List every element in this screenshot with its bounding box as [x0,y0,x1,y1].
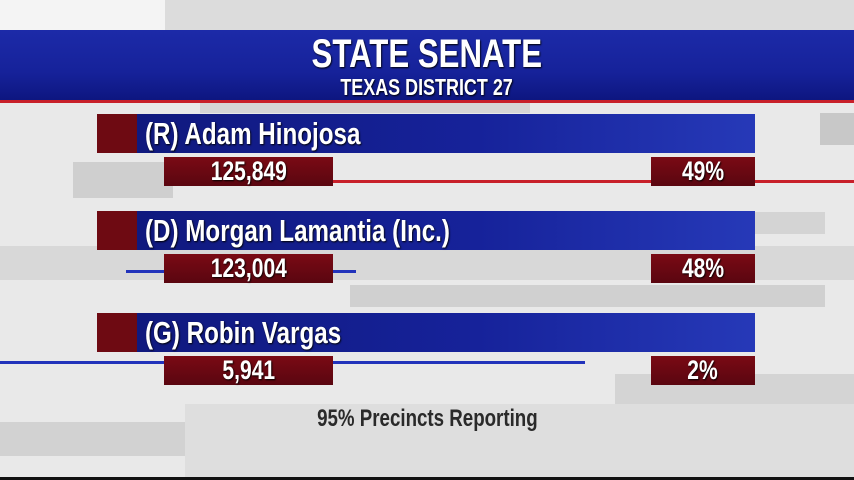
precincts-reporting: 95% Precincts Reporting [316,405,538,432]
candidate-name-bar: (D) Morgan Lamantia (Inc.) [97,211,755,250]
vote-count: 125,849 [164,157,333,186]
vote-percent: 2% [651,356,755,385]
candidate-name: (R) Adam Hinojosa [145,116,361,151]
vote-percent: 48% [651,254,755,283]
candidate-name-bar: (G) Robin Vargas [97,313,755,352]
candidate-name: (G) Robin Vargas [145,315,342,350]
page-subtitle: TEXAS DISTRICT 27 [340,74,514,100]
vote-count: 123,004 [164,254,333,283]
accent-line [333,180,854,183]
vote-count: 5,941 [164,356,333,385]
page-title: STATE SENATE [311,32,543,76]
bottom-border [0,477,854,480]
candidate-name-bar: (R) Adam Hinojosa [97,114,755,153]
vote-percent: 49% [651,157,755,186]
candidate-name: (D) Morgan Lamantia (Inc.) [145,213,450,248]
header-banner: STATE SENATE TEXAS DISTRICT 27 [0,30,854,103]
